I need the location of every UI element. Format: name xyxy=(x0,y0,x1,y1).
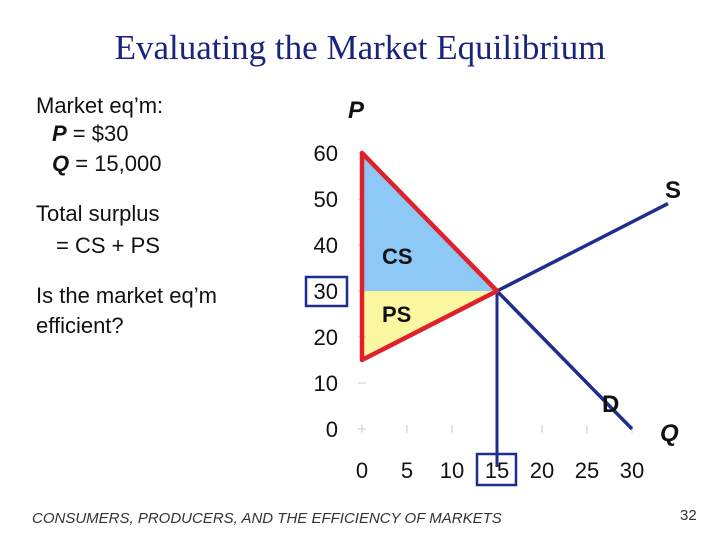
footer-text: CONSUMERS, PRODUCERS, AND THE EFFICIENCY… xyxy=(32,510,502,527)
total-surplus-outline xyxy=(304,150,518,487)
price-symbol: P xyxy=(52,121,67,146)
supply-curve-label: S xyxy=(665,177,681,204)
eq-quantity-line: Q = 15,000 xyxy=(52,151,162,177)
x-tick-label: 5 xyxy=(401,458,413,483)
quantity-value: = 15,000 xyxy=(69,151,162,176)
surplus-line-1: Total surplus xyxy=(36,201,160,226)
slide-title: Evaluating the Market Equilibrium xyxy=(114,28,606,67)
surplus-line-2: = CS + PS xyxy=(56,233,160,258)
demand-curve-label: D xyxy=(602,391,619,418)
area-label-ps: PS xyxy=(382,302,411,327)
y-tick-label: 30 xyxy=(314,279,338,304)
surplus-outline xyxy=(359,150,500,363)
quantity-tick-highlight xyxy=(475,452,518,487)
y-tick-label: 50 xyxy=(314,187,338,212)
x-tick-label: 15 xyxy=(485,458,509,483)
question-line-2: efficient? xyxy=(36,313,124,338)
chart-labels: 0 10 20 30 40 50 60 0 5 10 15 20 25 30 P Q S D CS PS xyxy=(314,97,682,483)
price-value: = $30 xyxy=(66,121,129,146)
y-tick-label: 10 xyxy=(314,371,338,396)
x-tick-label: 10 xyxy=(440,458,464,483)
eq-heading: Market eq’m: xyxy=(36,93,164,118)
x-axis-label: Q xyxy=(660,420,679,447)
y-tick-label: 60 xyxy=(314,141,338,166)
x-tick-label: 20 xyxy=(530,458,554,483)
y-tick-label: 40 xyxy=(314,233,338,258)
price-tick-highlight xyxy=(304,275,349,308)
x-tick-label: 25 xyxy=(575,458,599,483)
eq-price-line: P = $30 xyxy=(52,121,128,147)
area-label-cs: CS xyxy=(382,244,413,269)
y-tick-label: 0 xyxy=(326,417,338,442)
question-line-1: Is the market eq’m xyxy=(36,283,217,308)
y-tick-label: 20 xyxy=(314,325,338,350)
page-number: 32 xyxy=(680,507,697,524)
x-tick-label: 0 xyxy=(356,458,368,483)
x-tick-label: 30 xyxy=(620,458,644,483)
quantity-symbol: Q xyxy=(52,151,70,176)
y-axis-label: P xyxy=(348,97,365,124)
